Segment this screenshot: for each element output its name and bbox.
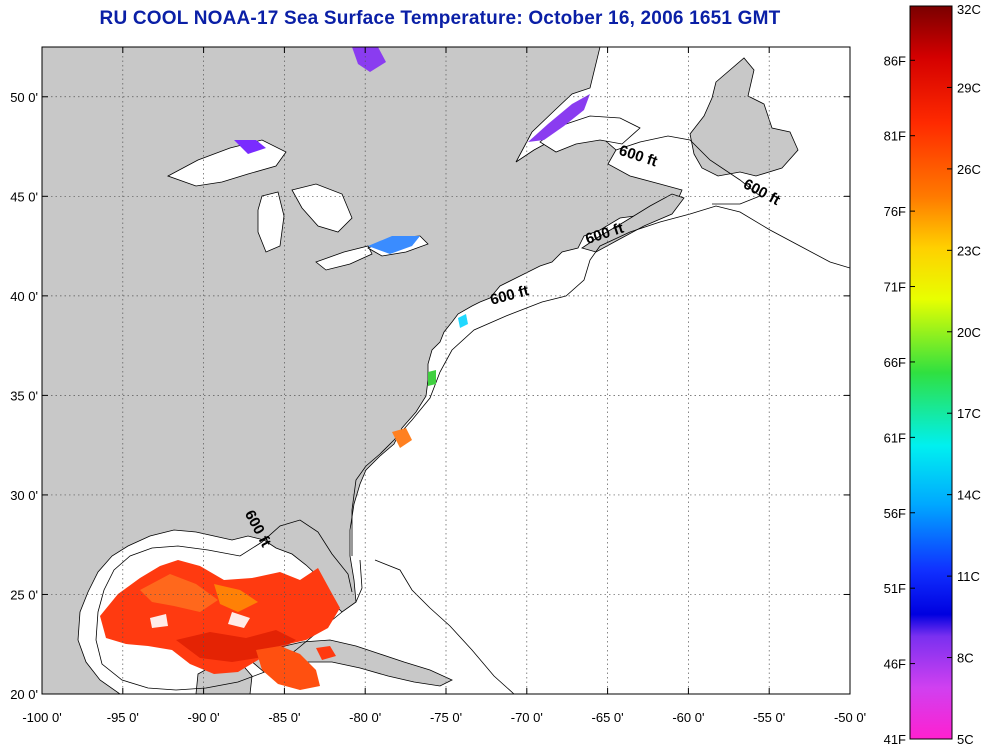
newfoundland-land	[689, 57, 799, 177]
fahrenheit-tick-label: 56F	[884, 506, 906, 521]
lon-tick-label: -55 0'	[753, 710, 785, 725]
celsius-tick-label: 32C	[957, 2, 981, 17]
celsius-tick-label: 5C	[957, 732, 974, 747]
fahrenheit-tick-label: 76F	[884, 204, 906, 219]
lon-tick-label: -75 0'	[430, 710, 462, 725]
lat-tick-label: 40 0'	[10, 289, 38, 304]
celsius-tick-label: 11C	[957, 569, 980, 584]
fahrenheit-tick-label: 61F	[884, 430, 906, 445]
lon-tick-label: -50 0'	[834, 710, 866, 725]
fahrenheit-tick-label: 81F	[884, 129, 906, 144]
nova-scotia-land	[581, 193, 685, 253]
fahrenheit-tick-label: 46F	[884, 657, 906, 672]
celsius-tick-label: 17C	[957, 406, 981, 421]
lat-tick-label: 25 0'	[10, 587, 38, 602]
lon-tick-label: -60 0'	[672, 710, 704, 725]
lon-tick-label: -85 0'	[268, 710, 300, 725]
lon-tick-label: -100 0'	[22, 710, 61, 725]
lat-tick-label: 35 0'	[10, 388, 38, 403]
lon-tick-label: -95 0'	[107, 710, 139, 725]
sst-data-cool	[234, 47, 590, 386]
celsius-tick-label: 23C	[957, 243, 981, 258]
celsius-tick-label: 26C	[957, 162, 981, 177]
fahrenheit-tick-label: 51F	[884, 581, 906, 596]
celsius-tick-label: 8C	[957, 651, 974, 666]
lake-erie	[315, 245, 373, 271]
lon-tick-label: -90 0'	[188, 710, 220, 725]
lat-tick-label: 20 0'	[10, 687, 38, 702]
temperature-colorbar: 32C 29C 26C 23C 20C 17C 14C 11C 8C 5C 86F 81F 76F 71F…	[884, 2, 981, 747]
shelf-contour-lines	[95, 135, 850, 694]
colorbar-gradient	[909, 5, 953, 740]
lake-superior	[167, 139, 287, 187]
map-title: RU COOL NOAA-17 Sea Surface Temperature:…	[99, 8, 781, 29]
lon-tick-label: -65 0'	[592, 710, 624, 725]
fahrenheit-tick-label: 86F	[884, 53, 906, 68]
lon-tick-label: -80 0'	[349, 710, 381, 725]
fahrenheit-tick-label: 71F	[884, 280, 906, 295]
lon-tick-label: -70 0'	[511, 710, 543, 725]
lake-huron	[291, 183, 353, 233]
celsius-tick-label: 29C	[957, 80, 981, 95]
lat-tick-label: 45 0'	[10, 189, 38, 204]
lat-tick-label: 50 0'	[10, 90, 38, 105]
celsius-tick-label: 14C	[957, 488, 981, 503]
celsius-tick-label: 20C	[957, 325, 981, 340]
lake-michigan	[257, 191, 285, 253]
fahrenheit-tick-label: 41F	[884, 732, 906, 747]
map-axes: -100 0' -95 0' -90 0' -85 0' -80 0' -75 0' -70…	[10, 47, 866, 725]
sst-data-warm	[100, 428, 412, 690]
colorbar-ticks: 32C 29C 26C 23C 20C 17C 14C 11C 8C 5C 86F 81F 76F 71F…	[884, 2, 981, 747]
lat-tick-label: 30 0'	[10, 488, 38, 503]
fahrenheit-tick-label: 66F	[884, 355, 906, 370]
